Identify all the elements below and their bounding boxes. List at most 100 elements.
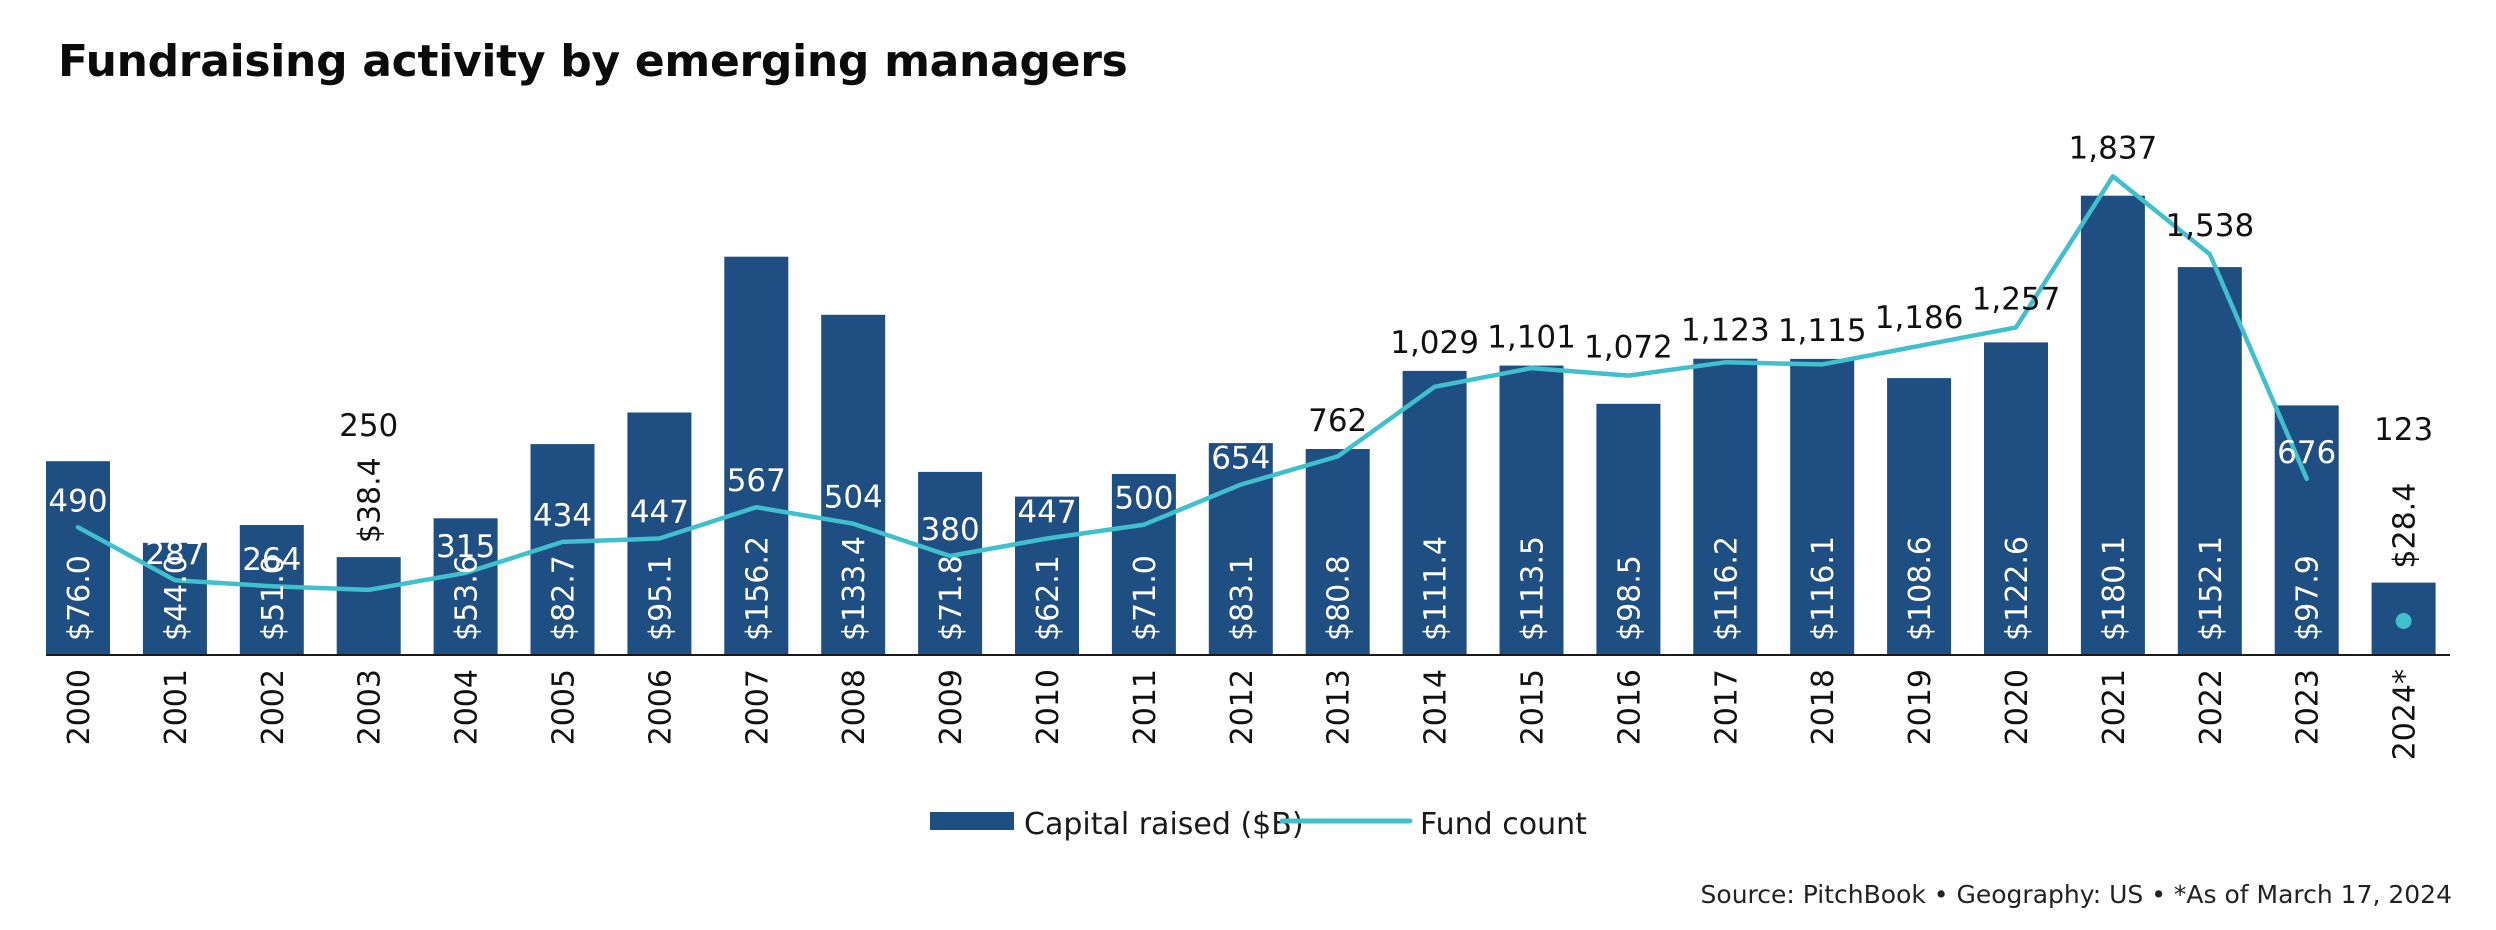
x-tick-2000: 2000 <box>62 669 97 745</box>
capital-label-2007: $156.2 <box>740 536 775 641</box>
bar-2011 <box>1111 474 1176 655</box>
fund-count-label-2012: 654 <box>1211 441 1270 477</box>
capital-label-2002: $51.0 <box>256 555 291 641</box>
fund-count-label-2010: 447 <box>1017 495 1076 531</box>
capital-label-2008: $133.4 <box>837 536 872 641</box>
bar-2000 <box>46 461 110 655</box>
fund-count-label-2007: 567 <box>727 463 786 499</box>
bar-2020 <box>1984 342 2048 655</box>
x-tick-2005: 2005 <box>547 669 582 745</box>
capital-label-2013: $80.8 <box>1322 555 1357 641</box>
x-tick-2002: 2002 <box>256 669 291 745</box>
capital-label-2019: $108.6 <box>1903 536 1938 641</box>
fund-count-label-2004: 315 <box>436 529 495 565</box>
bar-2015 <box>1499 365 1564 655</box>
bar-2017 <box>1693 358 1758 655</box>
x-tick-2003: 2003 <box>353 669 388 745</box>
x-tick-2017: 2017 <box>1709 669 1744 745</box>
bar-2004 <box>433 518 498 655</box>
x-tick-2016: 2016 <box>1612 669 1647 745</box>
fund-count-label-2020: 1,257 <box>1972 281 2061 317</box>
fund-count-label-2003: 250 <box>339 408 398 444</box>
bar-2009 <box>918 471 983 655</box>
bar-2013 <box>1305 449 1370 655</box>
x-tick-2010: 2010 <box>1031 669 1066 745</box>
bar-2008 <box>821 314 886 655</box>
legend-label-fund-count: Fund count <box>1420 807 1587 842</box>
x-tick-2013: 2013 <box>1322 669 1357 745</box>
fund-count-label-2023: 676 <box>2277 435 2336 471</box>
capital-label-2011: $71.0 <box>1128 555 1163 641</box>
capital-label-2016: $98.5 <box>1612 555 1647 641</box>
chart-title: Fundraising activity by emerging manager… <box>58 36 1128 87</box>
capital-label-2009: $71.8 <box>934 555 969 641</box>
fund-count-label-2016: 1,072 <box>1584 330 1673 366</box>
bar-2003 <box>336 557 401 655</box>
bar-2010 <box>1015 496 1079 655</box>
x-tick-2004: 2004 <box>450 669 485 745</box>
bar-2018 <box>1790 358 1855 655</box>
x-tick-2019: 2019 <box>1903 669 1938 745</box>
fund-count-label-2024: 123 <box>2374 412 2433 448</box>
capital-label-2006: $95.1 <box>643 555 678 641</box>
capital-label-2020: $122.6 <box>2000 536 2035 641</box>
bar-2019 <box>1887 378 1952 655</box>
source-note: Source: PitchBook • Geography: US • *As … <box>1700 880 2452 909</box>
fund-count-label-2008: 504 <box>824 480 883 516</box>
x-tick-2011: 2011 <box>1128 669 1163 745</box>
x-tick-2021: 2021 <box>2097 669 2132 745</box>
capital-label-2000: $76.0 <box>62 555 97 641</box>
bars-layer <box>46 195 2436 655</box>
x-tick-2008: 2008 <box>837 669 872 745</box>
capital-label-2004: $53.6 <box>450 555 485 641</box>
fund-count-label-2011: 500 <box>1114 481 1173 517</box>
x-tick-2020: 2020 <box>2000 669 2035 745</box>
x-tick-2009: 2009 <box>934 669 969 745</box>
capital-label-2022: $152.1 <box>2194 536 2229 641</box>
capital-label-2021: $180.1 <box>2097 536 2132 641</box>
fund-count-label-2014: 1,029 <box>1390 325 1479 361</box>
fund-count-label-2006: 447 <box>630 495 689 531</box>
fund-count-point-2024 <box>2395 613 2412 629</box>
bar-2014 <box>1402 370 1467 655</box>
bar-2002 <box>239 525 304 655</box>
x-tick-2022: 2022 <box>2194 669 2229 745</box>
x-tick-2015: 2015 <box>1516 669 1551 745</box>
fund-count-label-2009: 380 <box>921 512 980 548</box>
capital-label-2023: $97.9 <box>2291 555 2326 641</box>
capital-label-2014: $111.4 <box>1419 536 1454 641</box>
capital-label-2012: $83.1 <box>1225 555 1260 641</box>
x-tick-2023: 2023 <box>2291 669 2326 745</box>
fund-count-label-2022: 1,538 <box>2165 208 2254 244</box>
capital-label-2001: $44.0 <box>159 555 194 641</box>
x-tick-2001: 2001 <box>159 669 194 745</box>
fund-count-label-2001: 287 <box>145 536 204 572</box>
labels-layer: $76.0 $44.0 $51.0 $38.4 $53.6 $82.7 $95.1 $156.… <box>48 130 2433 641</box>
legend-swatch-bar <box>930 812 1014 830</box>
bar-2023 <box>2274 405 2339 655</box>
fund-count-label-2021: 1,837 <box>2069 130 2158 166</box>
fund-count-label-2015: 1,101 <box>1487 320 1576 356</box>
fund-count-label-2000: 490 <box>48 483 107 519</box>
fund-count-label-2019: 1,186 <box>1875 300 1964 336</box>
x-tick-2007: 2007 <box>740 669 775 745</box>
fund-count-label-2013: 762 <box>1308 403 1367 439</box>
x-tick-2012: 2012 <box>1225 669 1260 745</box>
x-tick-2018: 2018 <box>1806 669 1841 745</box>
fund-count-line <box>75 174 2309 593</box>
x-tick-2014: 2014 <box>1419 669 1454 745</box>
capital-label-2005: $82.7 <box>547 555 582 641</box>
x-tick-2006: 2006 <box>643 669 678 745</box>
fund-count-label-2017: 1,123 <box>1681 313 1770 349</box>
capital-label-2015: $113.5 <box>1516 536 1551 641</box>
capital-label-2003: $38.4 <box>353 457 388 543</box>
capital-label-2010: $62.1 <box>1031 555 1066 641</box>
x-tick-2024: 2024* <box>2388 669 2423 760</box>
x-axis-ticks: 2000 2001 2002 2003 2004 2005 2006 2007 2008 2009… <box>62 669 2423 760</box>
capital-label-2018: $116.1 <box>1806 536 1841 641</box>
bar-2022 <box>2177 267 2242 655</box>
bar-2007 <box>724 256 789 655</box>
legend: Capital raised ($B) Fund count <box>930 807 1587 842</box>
fund-count-label-2002: 264 <box>242 542 301 578</box>
